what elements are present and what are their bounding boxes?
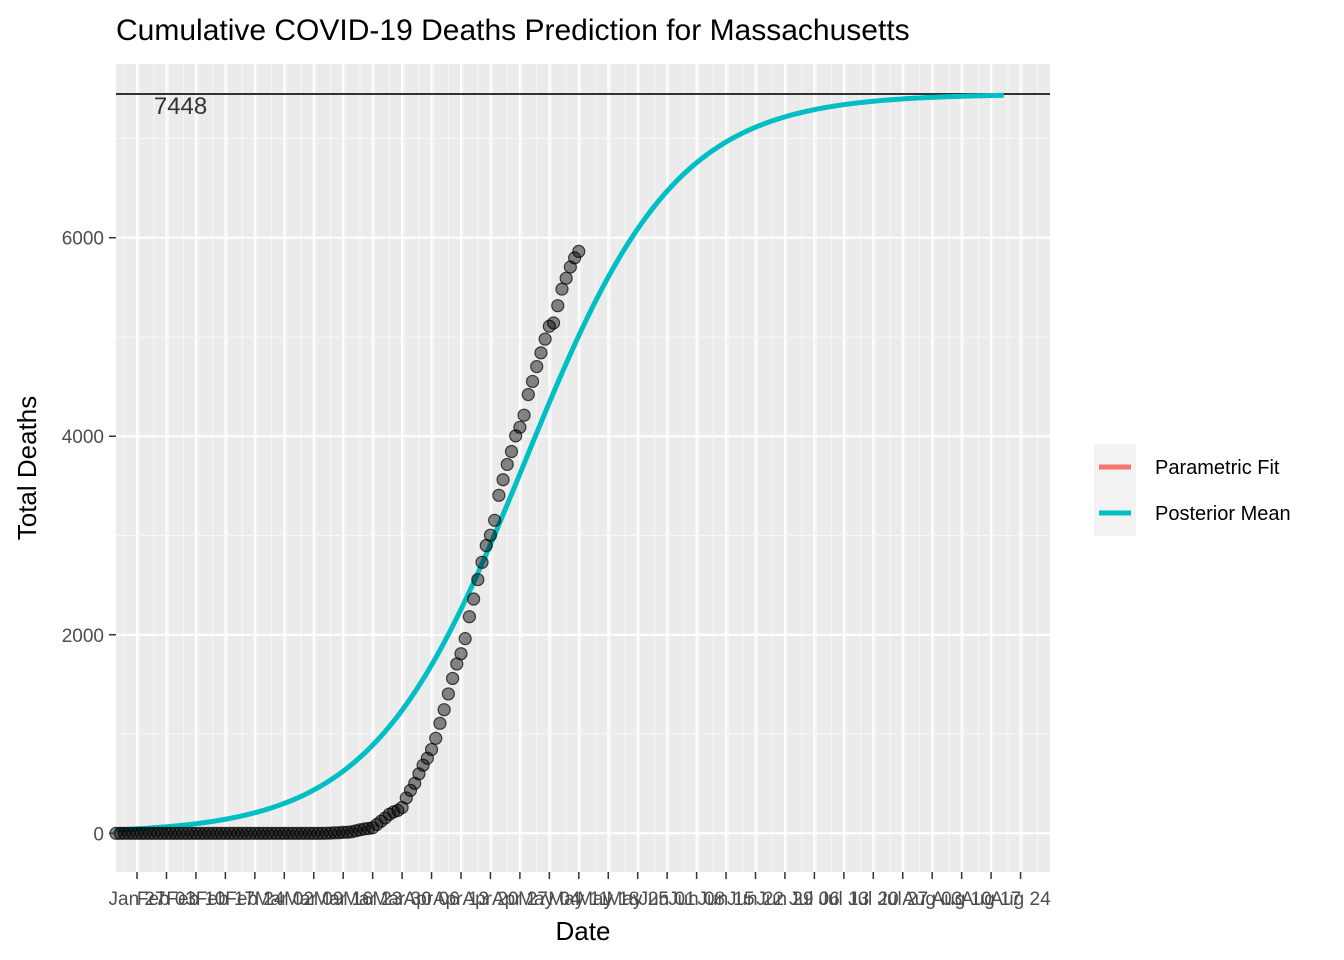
- y-tick-label: 2000: [62, 626, 104, 647]
- observed-point: [521, 387, 535, 402]
- legend-label: Parametric Fit: [1155, 457, 1280, 479]
- x-tick-label: May 11: [548, 889, 609, 910]
- y-tick-label: 4000: [62, 427, 104, 448]
- observed-point: [538, 332, 552, 346]
- observed-point: [471, 572, 485, 587]
- x-tick-label: Jul 27: [877, 889, 928, 910]
- x-tick-label: Jun 15: [698, 889, 755, 910]
- legend: Parametric Fit Posterior Mean: [1094, 444, 1291, 536]
- observed-point: [525, 374, 540, 389]
- x-tick-label: Feb 10: [166, 889, 225, 910]
- x-tick-label: Jul 20: [848, 889, 899, 910]
- observed-point: [416, 758, 430, 772]
- observed-point: [445, 671, 460, 686]
- x-tick-label: Aug 24: [990, 889, 1051, 910]
- observed-point: [559, 271, 573, 285]
- observed-point: [504, 444, 519, 459]
- y-axis-title: Total Deaths: [12, 396, 42, 541]
- plot-panel: [116, 64, 1050, 872]
- observed-point: [441, 687, 455, 701]
- legend-key-bg: [1094, 444, 1136, 536]
- observed-point: [454, 647, 468, 661]
- observed-point: [567, 251, 582, 265]
- observed-point: [546, 316, 561, 330]
- y-tick-label: 0: [93, 824, 104, 845]
- observed-point: [492, 488, 506, 502]
- x-tick-label: Aug 03: [902, 889, 962, 910]
- posterior-mean-curve: [115, 92, 1004, 833]
- observed-point: [399, 791, 413, 805]
- x-tick-label: Jun 29: [756, 889, 813, 910]
- observed-point: [551, 299, 565, 313]
- x-tick-label: May 25: [607, 889, 669, 910]
- x-tick-label: Apr 20: [462, 889, 518, 910]
- x-tick-label: Feb 24: [225, 889, 285, 910]
- observed-point: [513, 420, 527, 434]
- points-layer: [109, 244, 586, 840]
- x-tick-label: Aug 17: [961, 889, 1021, 910]
- x-axis-title: Date: [556, 916, 611, 946]
- observed-point: [500, 457, 514, 472]
- observed-point: [403, 783, 418, 797]
- observed-point: [530, 359, 544, 374]
- x-tick-label: Apr 27: [492, 889, 548, 910]
- observed-point: [555, 282, 569, 296]
- observed-point: [488, 513, 502, 527]
- y-axis: 0 2000 4000 6000: [62, 229, 116, 845]
- observed-point: [458, 632, 472, 646]
- legend-label: Posterior Mean: [1155, 503, 1291, 525]
- observed-point: [517, 408, 531, 422]
- x-tick-label: Mar 30: [373, 889, 432, 910]
- grid-lines: [116, 64, 1050, 872]
- observed-point: [462, 610, 477, 624]
- x-tick-label: Jul 13: [818, 889, 869, 910]
- observed-point: [433, 716, 447, 730]
- x-tick-label: Jun 01: [639, 889, 696, 910]
- x-tick-label: May 04: [518, 889, 581, 910]
- x-tick-label: Jan 27: [109, 889, 166, 910]
- x-tick-label: Mar 23: [343, 889, 402, 910]
- x-tick-label: Mar 02: [255, 889, 314, 910]
- x-tick-label: Feb 17: [196, 889, 255, 910]
- x-tick-label: May 18: [577, 889, 639, 910]
- asymptote-label: 7448: [154, 93, 207, 120]
- reference-layer: 7448: [116, 92, 1050, 120]
- x-tick-label: Jun 08: [668, 889, 725, 910]
- observed-point: [429, 731, 443, 745]
- x-tick-label: Feb 03: [137, 889, 196, 910]
- x-tick-label: Mar 09: [284, 889, 343, 910]
- x-tick-label: Jul 06: [789, 889, 840, 910]
- x-tick-label: Aug 10: [932, 889, 992, 910]
- observed-point: [572, 244, 586, 259]
- x-tick-label: Jun 22: [727, 889, 784, 910]
- chart-title: Cumulative COVID-19 Deaths Prediction fo…: [116, 14, 910, 47]
- observed-point: [424, 742, 439, 757]
- curve-layer: [115, 92, 1004, 833]
- observed-point: [437, 703, 451, 717]
- observed-point: [467, 592, 481, 606]
- observed-point: [534, 346, 548, 360]
- x-tick-label: Mar 16: [314, 889, 373, 910]
- observed-point: [496, 473, 510, 487]
- observed-point: [483, 528, 498, 542]
- x-tick-label: Apr 06: [404, 889, 460, 910]
- y-tick-label: 6000: [62, 229, 104, 250]
- observed-point: [475, 555, 489, 569]
- x-tick-label: Apr 13: [433, 889, 489, 910]
